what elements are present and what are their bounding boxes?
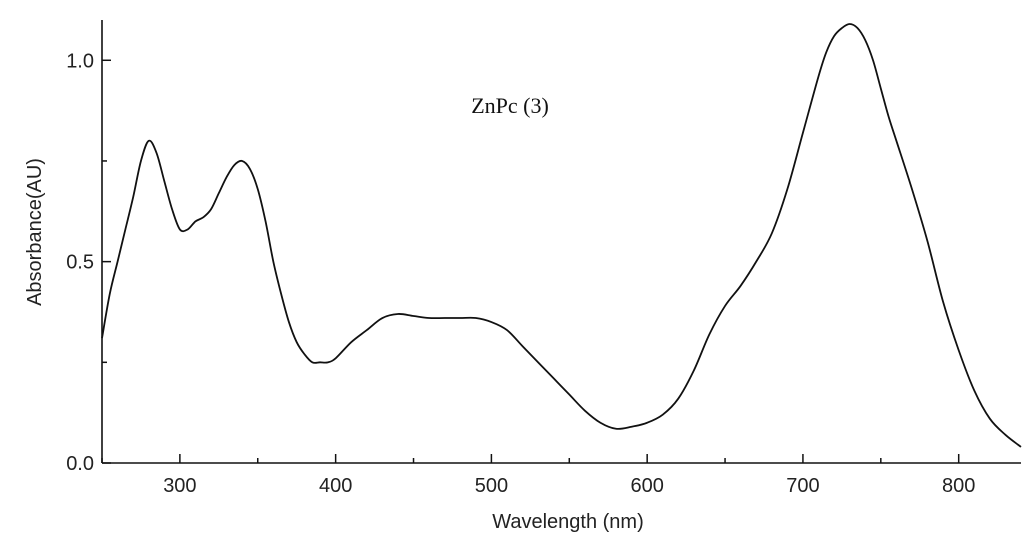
y-tick-label: 1.0 (66, 50, 94, 72)
x-tick-label: 600 (630, 475, 663, 497)
y-tick-label: 0.5 (66, 252, 94, 274)
series-layer (101, 23, 1022, 448)
axes (101, 20, 1021, 464)
x-tick-label: 800 (942, 475, 975, 497)
chart-annotation: ZnPc (3) (471, 93, 549, 118)
x-tick-label: 700 (786, 475, 819, 497)
tick-labels: 300 400 500 600 700 800 0.0 0.5 1.0 (66, 50, 975, 497)
x-tick-label: 500 (475, 475, 508, 497)
x-tick-label: 400 (319, 475, 352, 497)
x-axis-title: Wavelength (nm) (492, 511, 644, 533)
y-axis-title: Absorbance(AU) (24, 158, 46, 306)
x-tick-label: 300 (163, 475, 196, 497)
y-tick-label: 0.0 (66, 453, 94, 475)
absorbance-series-line (101, 23, 1022, 448)
ticks (101, 59, 960, 464)
